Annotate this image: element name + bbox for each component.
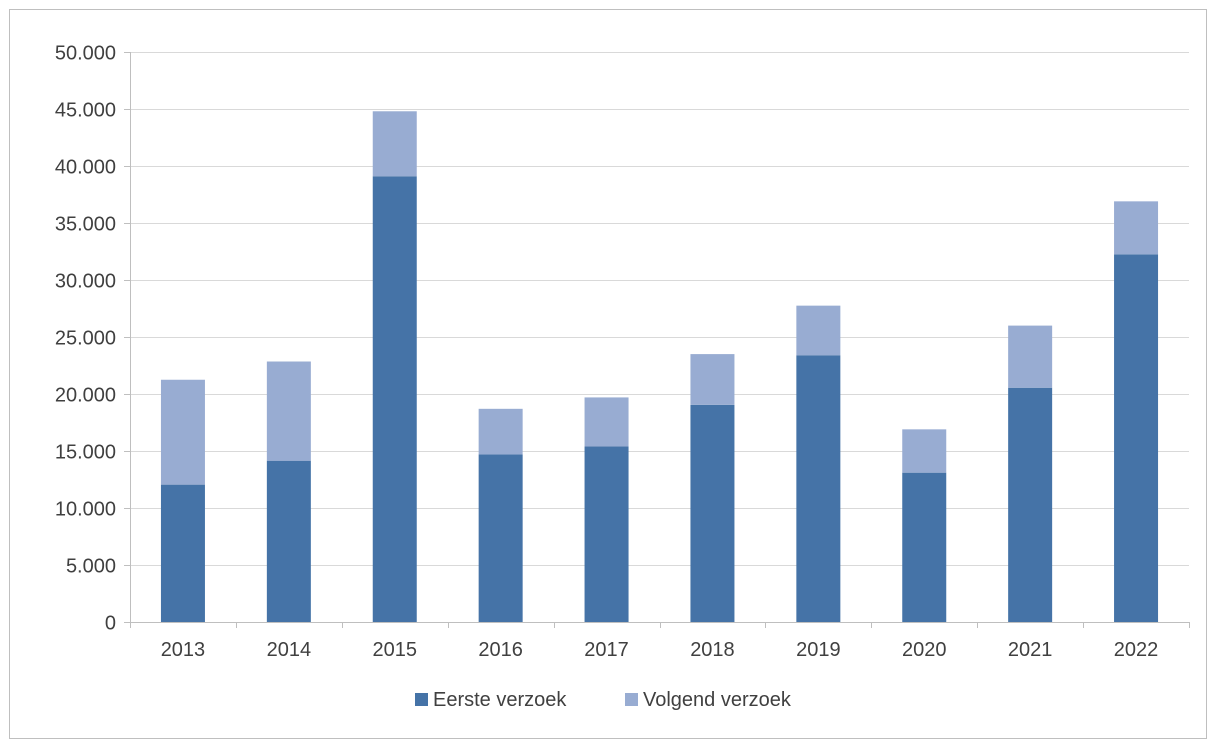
x-tick-label: 2020: [902, 639, 947, 661]
bar-eerste-verzoek-2020: [902, 472, 947, 622]
bar-eerste-verzoek-2015: [372, 176, 417, 622]
legend-swatch: [415, 693, 428, 706]
x-tick-label: 2017: [584, 639, 629, 661]
bar-eerste-verzoek-2018: [690, 404, 735, 622]
y-tick-label: 30.000: [55, 271, 116, 293]
x-tick-label: 2021: [1008, 639, 1053, 661]
y-tick-label: 40.000: [55, 157, 116, 179]
bar-volgend-verzoek-2017: [584, 397, 629, 447]
bar-volgend-verzoek-2022: [1114, 201, 1159, 255]
x-tick-label: 2018: [690, 639, 735, 661]
x-tick-labels: 2013 2014 2015 2016 2017 2018 2019 2020 2021 2022: [161, 639, 1159, 661]
bar-eerste-verzoek-2017: [584, 446, 629, 622]
x-tick-label: 2016: [478, 639, 523, 661]
x-tick-label: 2019: [796, 639, 841, 661]
x-tick-label: 2013: [161, 639, 206, 661]
bar-eerste-verzoek-2022: [1114, 254, 1159, 622]
bars: [160, 111, 1159, 622]
legend-label: Volgend verzoek: [643, 689, 792, 711]
y-tick-label: 5.000: [66, 556, 116, 578]
legend: Eerste verzoek Volgend verzoek: [415, 689, 792, 711]
bar-eerste-verzoek-2021: [1008, 387, 1053, 622]
bar-eerste-verzoek-2014: [266, 460, 311, 622]
y-tick-label: 0: [105, 613, 116, 635]
y-tick-label: 35.000: [55, 214, 116, 236]
y-tick-label: 20.000: [55, 385, 116, 407]
y-tick-label: 25.000: [55, 328, 116, 350]
legend-label: Eerste verzoek: [433, 689, 567, 711]
bar-volgend-verzoek-2016: [478, 408, 523, 455]
x-tick-label: 2022: [1114, 639, 1159, 661]
bar-volgend-verzoek-2019: [796, 305, 841, 356]
bar-volgend-verzoek-2018: [690, 354, 735, 405]
bar-volgend-verzoek-2015: [372, 111, 417, 177]
bar-volgend-verzoek-2021: [1008, 325, 1053, 388]
y-tick-label: 45.000: [55, 100, 116, 122]
y-tick-label: 15.000: [55, 442, 116, 464]
bar-volgend-verzoek-2014: [266, 361, 311, 461]
bar-eerste-verzoek-2016: [478, 454, 523, 622]
bar-volgend-verzoek-2013: [160, 379, 205, 485]
x-tick-label: 2014: [267, 639, 312, 661]
bar-eerste-verzoek-2013: [160, 484, 205, 622]
x-tick-label: 2015: [373, 639, 418, 661]
axes: [124, 52, 1190, 628]
y-tick-label: 50.000: [55, 43, 116, 65]
bar-eerste-verzoek-2019: [796, 355, 841, 622]
y-tick-label: 10.000: [55, 499, 116, 521]
bar-volgend-verzoek-2020: [902, 429, 947, 473]
legend-swatch: [625, 693, 638, 706]
y-tick-labels: 0 5.000 10.000 15.000 20.000 25.000 30.000 35.0…: [55, 43, 116, 635]
